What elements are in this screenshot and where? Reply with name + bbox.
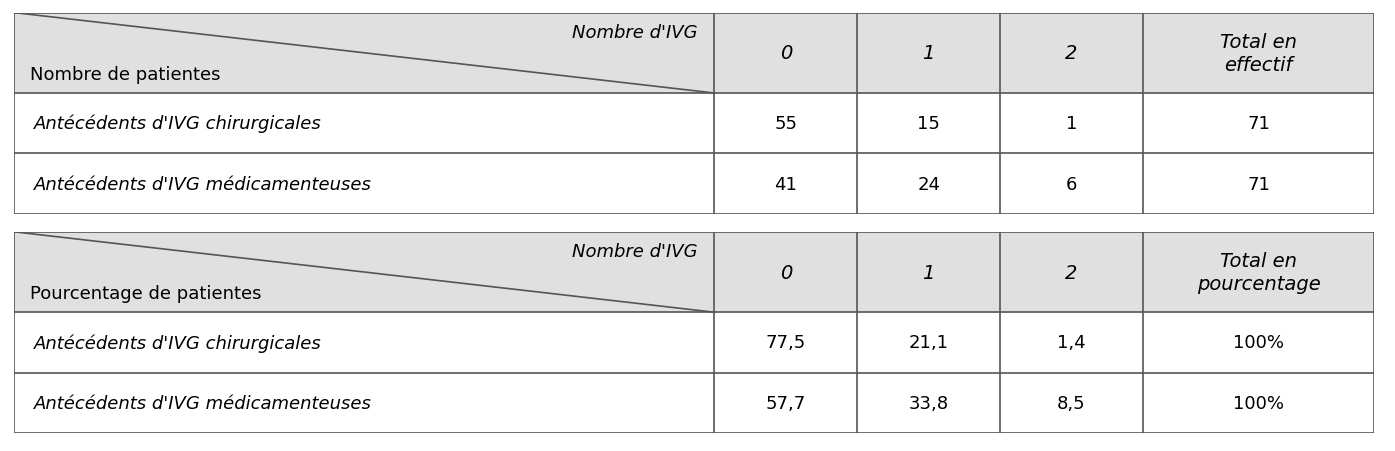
Text: Antécédents d'IVG médicamenteuses: Antécédents d'IVG médicamenteuses — [35, 175, 372, 193]
Text: 71: 71 — [1247, 175, 1269, 193]
Bar — [714, 14, 857, 94]
Text: Pourcentage de patientes: Pourcentage de patientes — [31, 285, 262, 303]
Text: 1: 1 — [1066, 115, 1077, 133]
Bar — [1000, 14, 1143, 94]
Text: Antécédents d'IVG chirurgicales: Antécédents d'IVG chirurgicales — [35, 115, 322, 133]
Bar — [714, 232, 857, 313]
Text: Antécédents d'IVG médicamenteuses: Antécédents d'IVG médicamenteuses — [35, 394, 372, 412]
Bar — [1143, 232, 1374, 313]
Bar — [857, 232, 1000, 313]
Text: 100%: 100% — [1233, 334, 1283, 352]
Text: 1: 1 — [922, 44, 935, 63]
Bar — [14, 154, 1374, 214]
Text: 6: 6 — [1066, 175, 1077, 193]
Text: 71: 71 — [1247, 115, 1269, 133]
Bar — [14, 313, 1374, 373]
Text: 77,5: 77,5 — [766, 334, 806, 352]
Text: Total en
pourcentage: Total en pourcentage — [1197, 251, 1320, 294]
Bar — [14, 232, 714, 313]
Text: 21,1: 21,1 — [908, 334, 949, 352]
Text: 33,8: 33,8 — [908, 394, 949, 412]
Text: Nombre d'IVG: Nombre d'IVG — [572, 23, 698, 41]
Text: Nombre de patientes: Nombre de patientes — [31, 66, 220, 84]
Text: 1: 1 — [922, 263, 935, 282]
Text: 24: 24 — [917, 175, 940, 193]
Text: 41: 41 — [774, 175, 798, 193]
Bar — [1000, 232, 1143, 313]
Text: 2: 2 — [1066, 44, 1077, 63]
Text: Total en
effectif: Total en effectif — [1221, 32, 1297, 75]
Text: 2: 2 — [1066, 263, 1077, 282]
Text: 8,5: 8,5 — [1057, 394, 1085, 412]
Text: 55: 55 — [774, 115, 798, 133]
Text: 57,7: 57,7 — [766, 394, 806, 412]
Text: 15: 15 — [917, 115, 940, 133]
Text: Nombre d'IVG: Nombre d'IVG — [572, 242, 698, 260]
Bar — [14, 14, 714, 94]
Text: 0: 0 — [780, 263, 792, 282]
Bar — [14, 94, 1374, 154]
Text: Antécédents d'IVG chirurgicales: Antécédents d'IVG chirurgicales — [35, 333, 322, 352]
Text: 1,4: 1,4 — [1057, 334, 1085, 352]
Text: 0: 0 — [780, 44, 792, 63]
Bar — [857, 14, 1000, 94]
Bar — [14, 373, 1374, 433]
Text: 100%: 100% — [1233, 394, 1283, 412]
Bar — [1143, 14, 1374, 94]
